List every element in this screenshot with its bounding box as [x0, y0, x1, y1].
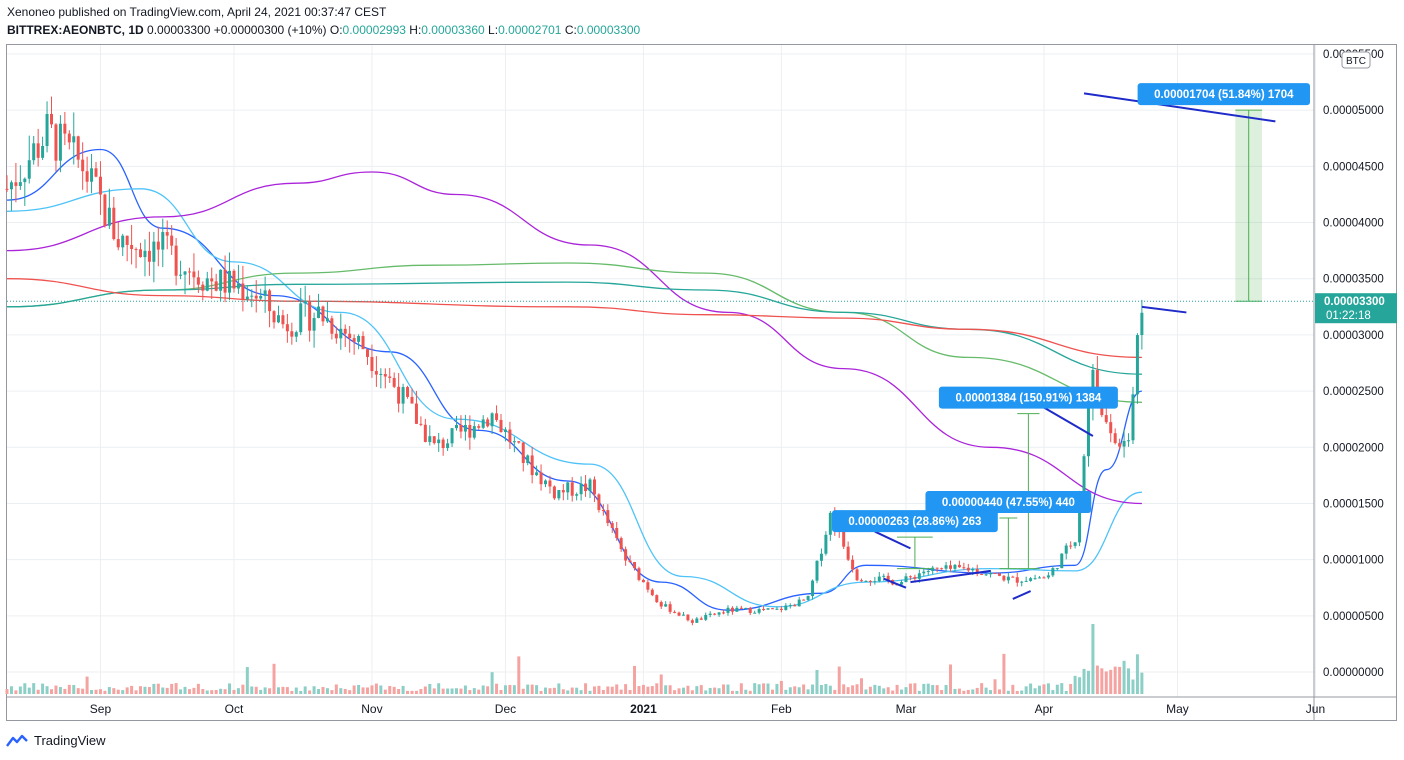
- high-label: H:: [409, 23, 422, 37]
- low-label: L:: [488, 23, 499, 37]
- low-value: 0.00002701: [498, 23, 562, 37]
- symbol-label[interactable]: BITTREX:AEONBTC, 1D: [7, 23, 144, 37]
- tradingview-logo-icon: [6, 734, 28, 747]
- symbol-info-bar: BITTREX:AEONBTC, 1D 0.00003300 +0.000003…: [7, 23, 640, 37]
- open-label: O:: [329, 23, 343, 37]
- close-label: C:: [564, 23, 577, 37]
- open-value: 0.00002993: [342, 23, 406, 37]
- change-value: +0.00000300 (+10%): [213, 23, 327, 37]
- publish-info: Xenoneo published on TradingView.com, Ap…: [7, 5, 387, 19]
- brand-label: TradingView: [34, 733, 106, 748]
- footer[interactable]: TradingView: [6, 733, 106, 748]
- price-value: 0.00003300: [147, 23, 211, 37]
- high-value: 0.00003360: [421, 23, 485, 37]
- chart-frame[interactable]: [6, 44, 1397, 721]
- close-value: 0.00003300: [576, 23, 641, 37]
